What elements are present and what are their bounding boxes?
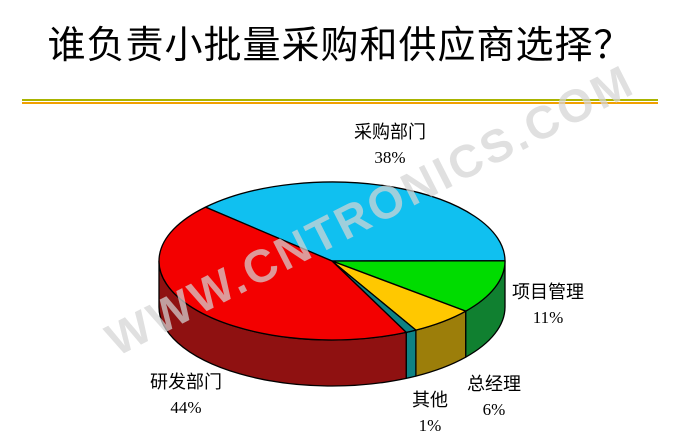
slice-label-pct: 6% xyxy=(482,400,506,419)
slice-label-pct: 11% xyxy=(532,308,564,327)
slice-label-name: 其他 xyxy=(412,390,448,410)
slice-label-pct: 38% xyxy=(374,148,406,167)
slice-label-procurement: 采购部门 38% xyxy=(354,120,426,170)
slice-label-other: 其他 1% xyxy=(412,388,448,438)
pie-slice-side xyxy=(405,329,417,380)
pie-slice-top xyxy=(331,260,506,312)
pie-slice-top xyxy=(204,181,506,262)
slice-label-rd-department: 研发部门 44% xyxy=(150,370,222,420)
slice-label-name: 项目管理 xyxy=(512,282,584,302)
slide-title: 谁负责小批量采购和供应商选择？ xyxy=(47,25,633,67)
slice-label-name: 采购部门 xyxy=(354,122,426,142)
slice-label-general-manager: 总经理 6% xyxy=(467,372,521,422)
pie-slice-top xyxy=(158,206,407,341)
slice-label-pct: 44% xyxy=(170,398,202,417)
title-divider xyxy=(22,99,658,104)
slice-label-name: 研发部门 xyxy=(150,372,222,392)
slice-label-pct: 1% xyxy=(418,416,442,435)
slice-label-name: 总经理 xyxy=(467,374,521,394)
slice-label-project-mgmt: 项目管理 11% xyxy=(512,280,584,330)
